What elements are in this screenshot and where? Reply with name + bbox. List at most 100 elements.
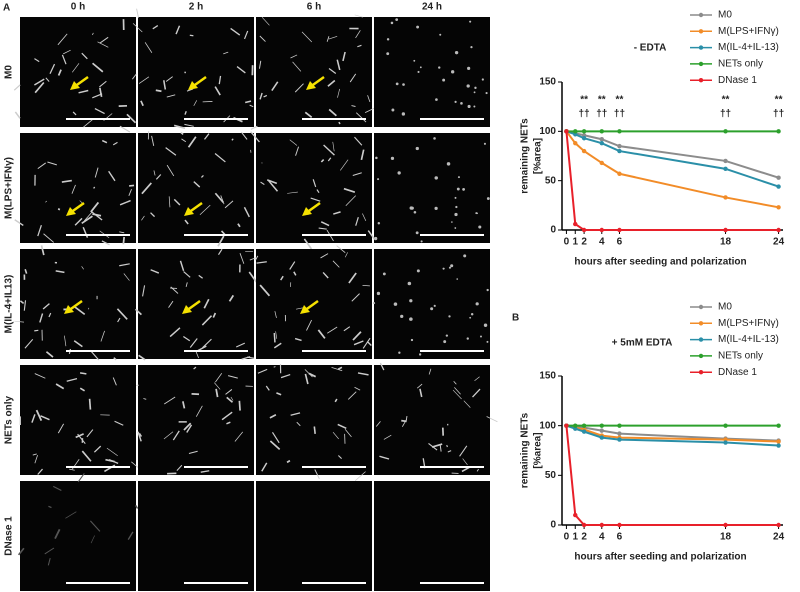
legend-label: NETs only bbox=[718, 351, 763, 362]
fibre bbox=[224, 200, 234, 209]
fibre bbox=[83, 212, 93, 222]
micrograph bbox=[138, 133, 254, 243]
fibre bbox=[342, 51, 346, 62]
speckle bbox=[462, 188, 465, 191]
fibre bbox=[45, 351, 54, 358]
fibre bbox=[245, 100, 252, 104]
fibre bbox=[90, 201, 100, 213]
legend-marker bbox=[698, 337, 704, 342]
speckle bbox=[438, 66, 441, 69]
speckle bbox=[442, 78, 446, 82]
fibre bbox=[269, 440, 281, 450]
fibre bbox=[101, 139, 108, 144]
fibre bbox=[35, 409, 43, 422]
fibre bbox=[296, 307, 303, 310]
speckle bbox=[448, 266, 452, 269]
arrow-head bbox=[182, 305, 192, 314]
annotation: ** bbox=[580, 95, 588, 106]
fibre bbox=[17, 547, 25, 556]
fibre bbox=[183, 422, 192, 431]
fibre bbox=[176, 464, 183, 471]
x-tick-label: 2 bbox=[581, 237, 587, 248]
speckle bbox=[443, 340, 447, 344]
speckle bbox=[418, 353, 422, 356]
series-line bbox=[566, 130, 779, 179]
fibre bbox=[333, 211, 341, 215]
data-point bbox=[776, 205, 781, 210]
fibre bbox=[87, 307, 90, 310]
speckle bbox=[451, 221, 453, 223]
fibre bbox=[379, 362, 385, 371]
x-tick-label: 4 bbox=[599, 532, 605, 543]
fibre bbox=[353, 340, 364, 346]
fibre bbox=[218, 75, 222, 85]
fibre bbox=[345, 195, 356, 207]
fibre bbox=[182, 335, 191, 342]
speckle bbox=[433, 304, 436, 307]
fibre bbox=[428, 443, 438, 451]
speckle bbox=[469, 20, 472, 23]
fibre bbox=[141, 182, 152, 195]
speckle bbox=[376, 291, 381, 296]
speckle bbox=[454, 100, 457, 103]
speckle bbox=[451, 70, 455, 74]
data-point bbox=[723, 440, 728, 445]
fibre bbox=[134, 308, 142, 316]
fibre bbox=[212, 312, 217, 318]
fibre bbox=[24, 268, 28, 274]
fibre bbox=[63, 49, 71, 55]
data-point bbox=[617, 227, 622, 233]
column-header: 0 h bbox=[71, 2, 85, 13]
fibre bbox=[259, 284, 271, 297]
data-point bbox=[581, 522, 587, 528]
speckle bbox=[456, 278, 459, 280]
fibre bbox=[90, 351, 100, 361]
x-tick-label: 0 bbox=[564, 237, 570, 248]
fibre bbox=[214, 192, 224, 203]
fibre bbox=[81, 266, 84, 270]
fibre bbox=[39, 313, 44, 323]
fibre bbox=[173, 198, 181, 206]
fibre bbox=[214, 382, 221, 390]
data-point bbox=[723, 129, 728, 134]
fibre bbox=[119, 263, 130, 267]
fibre bbox=[168, 300, 174, 308]
data-point bbox=[776, 443, 781, 448]
fibre bbox=[292, 61, 302, 72]
fibre bbox=[327, 326, 338, 334]
panel-label: B bbox=[512, 313, 519, 324]
speckle bbox=[467, 104, 471, 109]
fibre bbox=[77, 473, 85, 483]
fibre bbox=[360, 149, 365, 161]
speckle bbox=[416, 25, 420, 29]
annotation: †† bbox=[614, 109, 625, 120]
speckle bbox=[442, 267, 445, 270]
fibre bbox=[226, 396, 234, 403]
x-tick-label: 1 bbox=[572, 237, 578, 248]
speckle bbox=[483, 323, 488, 327]
fibre bbox=[337, 455, 342, 460]
arrow-head bbox=[70, 81, 80, 90]
fibre bbox=[173, 124, 186, 130]
fibre bbox=[127, 531, 134, 540]
fibre bbox=[129, 184, 135, 187]
legend-label: M0 bbox=[718, 302, 732, 313]
fibre bbox=[184, 111, 187, 115]
data-point bbox=[776, 423, 781, 428]
fibre bbox=[44, 547, 55, 555]
legend-marker bbox=[698, 353, 704, 359]
speckle bbox=[466, 337, 469, 340]
fibre bbox=[241, 356, 251, 360]
fibre bbox=[204, 133, 210, 140]
fibre bbox=[165, 76, 173, 82]
data-point bbox=[573, 221, 578, 227]
fibre bbox=[332, 141, 335, 152]
fibre bbox=[99, 36, 109, 44]
fibre bbox=[259, 35, 266, 42]
data-point bbox=[776, 439, 781, 444]
fibre bbox=[43, 233, 55, 243]
fibre bbox=[474, 376, 480, 382]
fibre bbox=[235, 342, 246, 348]
annotation: †† bbox=[773, 109, 784, 120]
fibre bbox=[52, 485, 62, 492]
